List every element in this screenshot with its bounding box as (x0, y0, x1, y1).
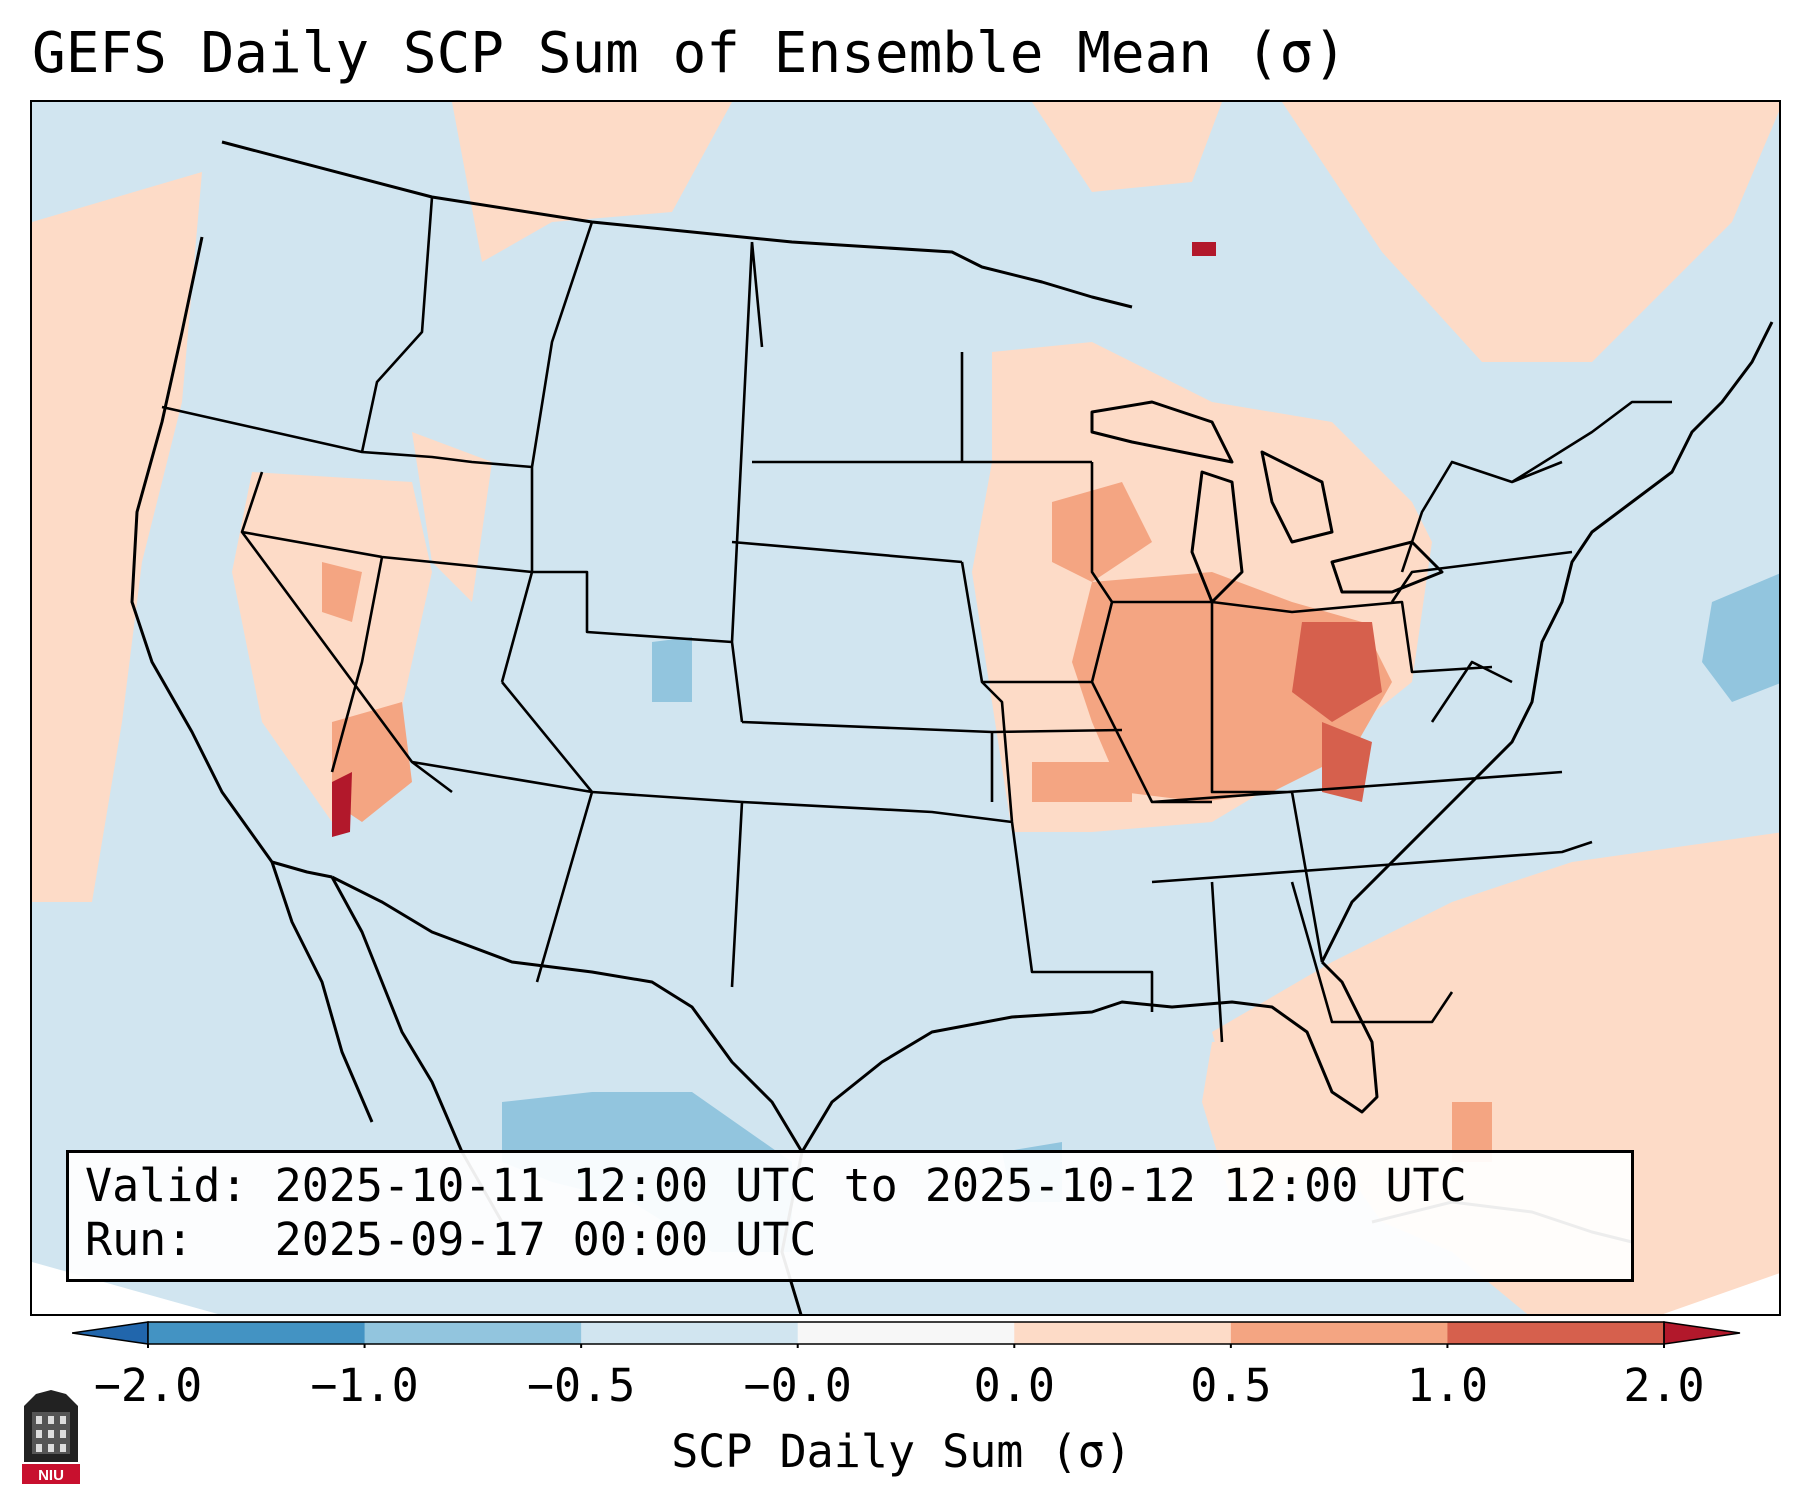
colorbar-tick-label: −0.5 (526, 1359, 636, 1412)
field-patch-canada (1032, 102, 1222, 192)
colorbar-tick-label: −1.0 (310, 1359, 419, 1412)
run-value: 2025-09-17 00:00 UTC (274, 1213, 817, 1266)
colorbar-tick-label: −0.0 (743, 1359, 852, 1412)
field-patch-nevada-max (332, 772, 352, 837)
coast-gulf (800, 960, 1379, 1153)
colorbar-segment (1230, 1322, 1448, 1344)
field-patch-missouri (1032, 762, 1132, 802)
colorbar-tick-label: −2.0 (93, 1359, 203, 1412)
colorbar-over-arrow (1663, 1321, 1741, 1345)
colorbar-tick-label: 0.0 (973, 1359, 1055, 1412)
field-patch-wyoming (412, 432, 492, 602)
field-patch-nevada-south (332, 702, 412, 822)
field-patch-atlantic-blue (1702, 573, 1779, 702)
chart-title: GEFS Daily SCP Sum of Ensemble Mean (σ) (32, 21, 1347, 86)
field-cell-canada-max (1202, 242, 1216, 256)
colorbar-segment (364, 1322, 582, 1344)
logo-text: NIU (38, 1467, 64, 1484)
field-patch-ohio-core (1292, 622, 1382, 722)
valid-label: Valid: (85, 1159, 248, 1212)
field-patch-bahamas (1452, 1102, 1492, 1162)
coast-atlantic (1320, 321, 1774, 963)
colorbar (72, 1321, 1741, 1348)
map-projection-edge-right (1663, 1273, 1779, 1314)
field-patch-northeast-canada (1282, 102, 1779, 362)
field-patch-atlantic (1212, 832, 1779, 1314)
field-patch-kentucky-core (1322, 722, 1372, 802)
colorbar-frame (147, 1321, 1665, 1345)
colorbar-segment (581, 1322, 799, 1344)
colorbar-segment (797, 1322, 1015, 1344)
valid-run-info-box: Valid: 2025-10-11 12:00 UTC to 2025-10-1… (66, 1150, 1634, 1282)
colorbar-segment (1447, 1322, 1665, 1344)
colorbar-segment (1014, 1322, 1232, 1344)
colorbar-tick-label: 0.5 (1190, 1359, 1272, 1412)
field-patch-pacific (32, 172, 202, 902)
field-patch-north (452, 102, 732, 262)
colorbar-segment (148, 1322, 366, 1344)
colorbar-tick-label: 2.0 (1623, 1359, 1705, 1412)
run-label: Run: (85, 1213, 194, 1266)
border-canada (221, 140, 1133, 309)
colorbar-label: SCP Daily Sum (σ) (671, 1425, 1132, 1478)
niu-logo-icon: NIU (22, 1390, 80, 1484)
field-patch-wisconsin (1052, 482, 1152, 582)
field-patch-colorado-blue (652, 637, 692, 702)
colorbar-tick-label: 1.0 (1406, 1359, 1489, 1412)
map-svg (32, 102, 1779, 1314)
colorbar-under-arrow (72, 1321, 149, 1345)
state-lines (161, 196, 1672, 1043)
border-mexico (331, 875, 804, 1153)
scp-field (32, 102, 1779, 1314)
great-lakes (1090, 400, 1444, 604)
valid-value: 2025-10-11 12:00 UTC to 2025-10-12 12:00… (274, 1159, 1467, 1212)
field-patch-nevada-north (322, 562, 362, 622)
map-panel (30, 100, 1781, 1316)
